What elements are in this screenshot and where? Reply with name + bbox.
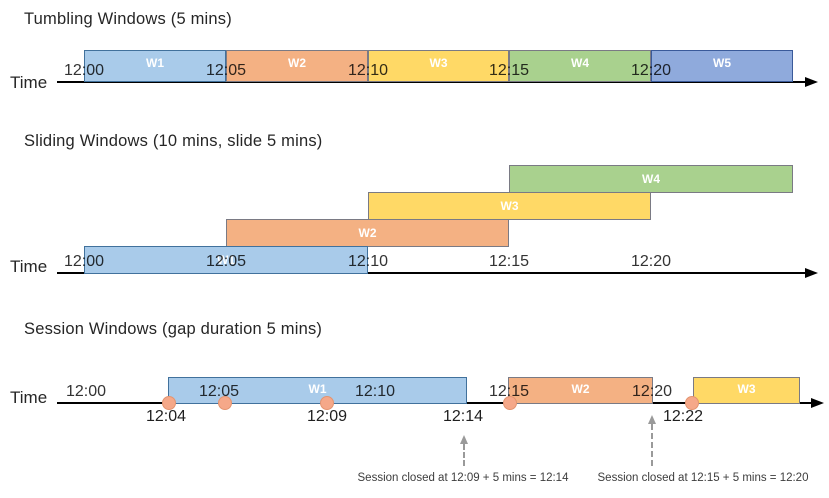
tumbling-time-axis-label: Time	[10, 73, 48, 92]
tumbling-axis-arrowhead-icon	[805, 76, 818, 87]
session-window-w2: W2	[508, 377, 653, 404]
session-window-w3: W3	[693, 377, 800, 404]
closed-1220-arrow-line	[651, 424, 653, 466]
sliding-tick-1210: 12:10	[347, 253, 389, 270]
tumbling-window-w4: W4	[509, 50, 651, 82]
sliding-tick-1215: 12:15	[488, 253, 530, 270]
session-event-label-1209: 12:09	[306, 408, 348, 425]
tumbling-section-title: Tumbling Windows (5 mins)	[24, 10, 232, 28]
tumbling-tick-1220: 12:20	[630, 62, 672, 79]
session-event-label-1214: 12:14	[442, 408, 484, 425]
closed-1214-arrow-icon	[460, 435, 468, 444]
closed-1220-arrow-icon	[648, 415, 656, 424]
session-tick-1200: 12:00	[65, 383, 107, 400]
session-tick-1215: 12:15	[488, 383, 530, 400]
session-closed-caption-1214: Session closed at 12:09 + 5 mins = 12:14	[357, 472, 569, 484]
sliding-axis-arrowhead-icon	[805, 267, 818, 278]
session-window-w2-label: W2	[571, 382, 590, 396]
tumbling-tick-1205: 12:05	[205, 62, 247, 79]
session-window-w1-label: W1	[308, 382, 327, 396]
session-event-label-1222: 12:22	[662, 408, 704, 425]
tumbling-tick-1200: 12:00	[63, 62, 105, 79]
session-window-w3-label: W3	[737, 382, 756, 396]
sliding-window-w2: W2	[226, 219, 509, 247]
sliding-window-w4-label: W4	[642, 172, 660, 186]
tumbling-tick-1215: 12:15	[488, 62, 530, 79]
session-axis-arrowhead-icon	[811, 397, 824, 408]
sliding-time-axis-label: Time	[10, 257, 48, 276]
sliding-window-w1: W1	[84, 246, 368, 274]
session-tick-1220: 12:20	[631, 383, 673, 400]
session-section-title: Session Windows (gap duration 5 mins)	[24, 320, 323, 338]
tumbling-window-w3: W3	[368, 50, 509, 82]
tumbling-window-w5-label: W5	[713, 56, 731, 70]
sliding-tick-1205: 12:05	[205, 253, 247, 270]
session-tick-1210: 12:10	[354, 383, 396, 400]
session-closed-caption-1220: Session closed at 12:15 + 5 mins = 12:20	[597, 472, 809, 484]
sliding-section-title: Sliding Windows (10 mins, slide 5 mins)	[24, 132, 323, 150]
sliding-tick-1220: 12:20	[630, 253, 672, 270]
sliding-window-w4: W4	[509, 165, 793, 193]
sliding-window-w3: W3	[368, 192, 651, 220]
sliding-time-axis	[57, 272, 808, 274]
tumbling-tick-1210: 12:10	[347, 62, 389, 79]
event-dot-1205	[218, 396, 232, 410]
tumbling-window-w2: W2	[226, 50, 368, 82]
tumbling-window-w1: W1	[84, 50, 226, 82]
sliding-window-w1-label: W1	[217, 253, 235, 267]
session-tick-1205: 12:05	[198, 383, 240, 400]
tumbling-time-axis	[57, 81, 808, 83]
sliding-window-w2-label: W2	[358, 226, 377, 240]
session-window-w1: W1	[168, 377, 467, 404]
session-time-axis-label: Time	[10, 388, 48, 407]
tumbling-window-w3-label: W3	[429, 56, 448, 70]
closed-1214-arrow-line	[463, 444, 465, 466]
tumbling-window-w5: W5	[651, 50, 793, 82]
tumbling-window-w2-label: W2	[288, 56, 306, 70]
tumbling-window-w4-label: W4	[571, 56, 589, 70]
event-dot-1204	[162, 396, 176, 410]
event-dot-1222	[685, 396, 699, 410]
sliding-tick-1200: 12:00	[63, 253, 105, 270]
tumbling-window-w1-label: W1	[146, 56, 164, 70]
sliding-window-w3-label: W3	[500, 199, 519, 213]
event-dot-1209	[320, 396, 334, 410]
session-event-label-1204: 12:04	[145, 408, 187, 425]
event-dot-1215	[503, 396, 517, 410]
